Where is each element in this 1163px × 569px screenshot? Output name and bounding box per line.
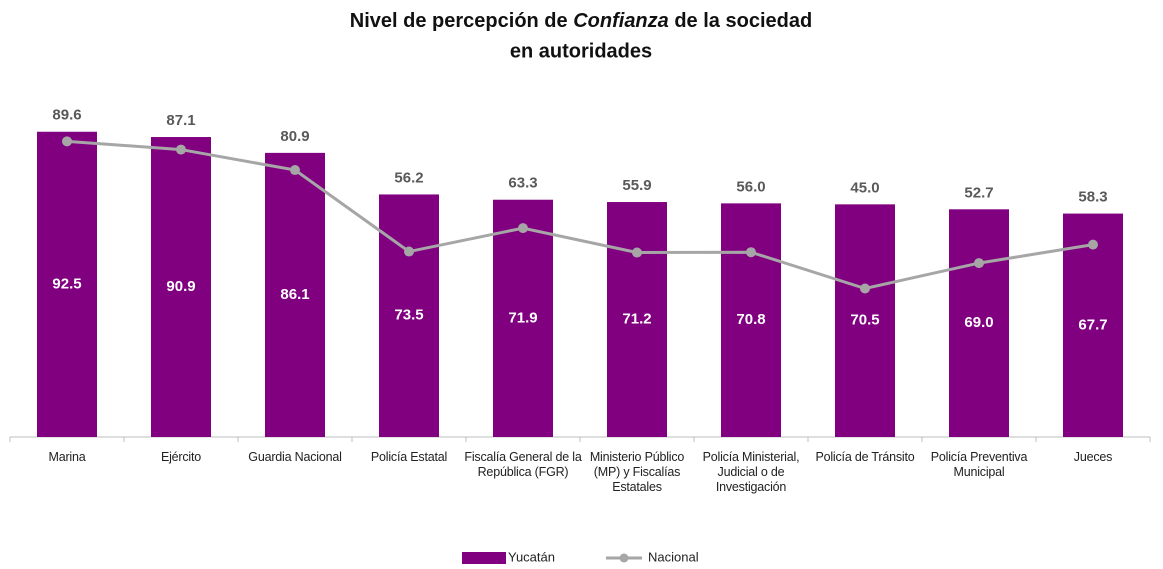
line-point [518,223,528,234]
x-tick-label: Ministerio Público (MP) y Fiscalías Esta… [589,450,685,494]
data-label: 52.7 [964,184,993,201]
line-point [632,247,642,258]
title-part: Confianza [573,10,669,32]
data-label: 92.5 [52,275,81,292]
bar [949,209,1009,437]
x-tick-label: Policía Estatal [370,450,448,464]
x-tick-label: Guardia Nacional [248,450,342,464]
line [66,139,1094,291]
bar [151,137,211,437]
data-label: 70.5 [850,312,879,329]
line-point [1088,239,1098,250]
x-tick-label: Policía Ministerial, Judicial o de Inves… [702,450,800,494]
x-tick-label: Jueces [1073,450,1113,464]
data-label: 89.6 [52,107,81,124]
legend-label: Yucatán [508,549,555,564]
x-tick-label: Policía Preventiva Municipal [930,450,1028,479]
line-point [974,258,984,269]
legend-label: Nacional [648,549,699,564]
line-point [290,165,300,176]
data-label: 58.3 [1078,189,1107,206]
line-point [746,247,756,258]
data-label: 73.5 [394,307,423,324]
x-tick-label: Ejército [160,450,202,464]
data-label: 55.9 [622,177,651,194]
data-label: 71.9 [508,309,537,326]
legend-swatch [619,553,629,563]
bar [835,204,895,437]
data-label: 86.1 [280,286,309,303]
line-point [62,136,72,147]
data-label: 67.7 [1078,316,1107,333]
title-part: Nivel de percepción de [350,10,568,32]
bar [721,203,781,437]
line-point [860,283,870,294]
data-label: 63.3 [508,175,537,192]
x-tick-label: Marina [48,450,86,464]
bar [265,152,325,437]
data-label: 45.0 [850,179,879,196]
bar [493,199,553,437]
line-point [176,144,186,155]
bar [1063,213,1123,437]
data-label: 80.9 [280,128,309,145]
legend-swatch [462,552,506,564]
bar [379,194,439,437]
chart-title: Nivel de percepción de Confianza de la s… [350,10,812,32]
data-label: 71.2 [622,310,651,327]
data-label: 56.2 [394,169,423,186]
x-tick-label: Policía de Tránsito [815,450,915,464]
data-label: 87.1 [166,112,195,129]
data-label: 90.9 [166,278,195,295]
data-label: 56.0 [736,178,765,195]
bar [37,131,97,437]
data-label: 70.8 [736,311,765,328]
bar [607,202,667,437]
data-label: 69.0 [964,314,993,331]
line-point [404,246,414,257]
x-tick-label: Fiscalía General de la República (FGR) [464,450,582,479]
chart-title: en autoridades [510,40,652,62]
title-part: de la sociedad [674,10,812,32]
